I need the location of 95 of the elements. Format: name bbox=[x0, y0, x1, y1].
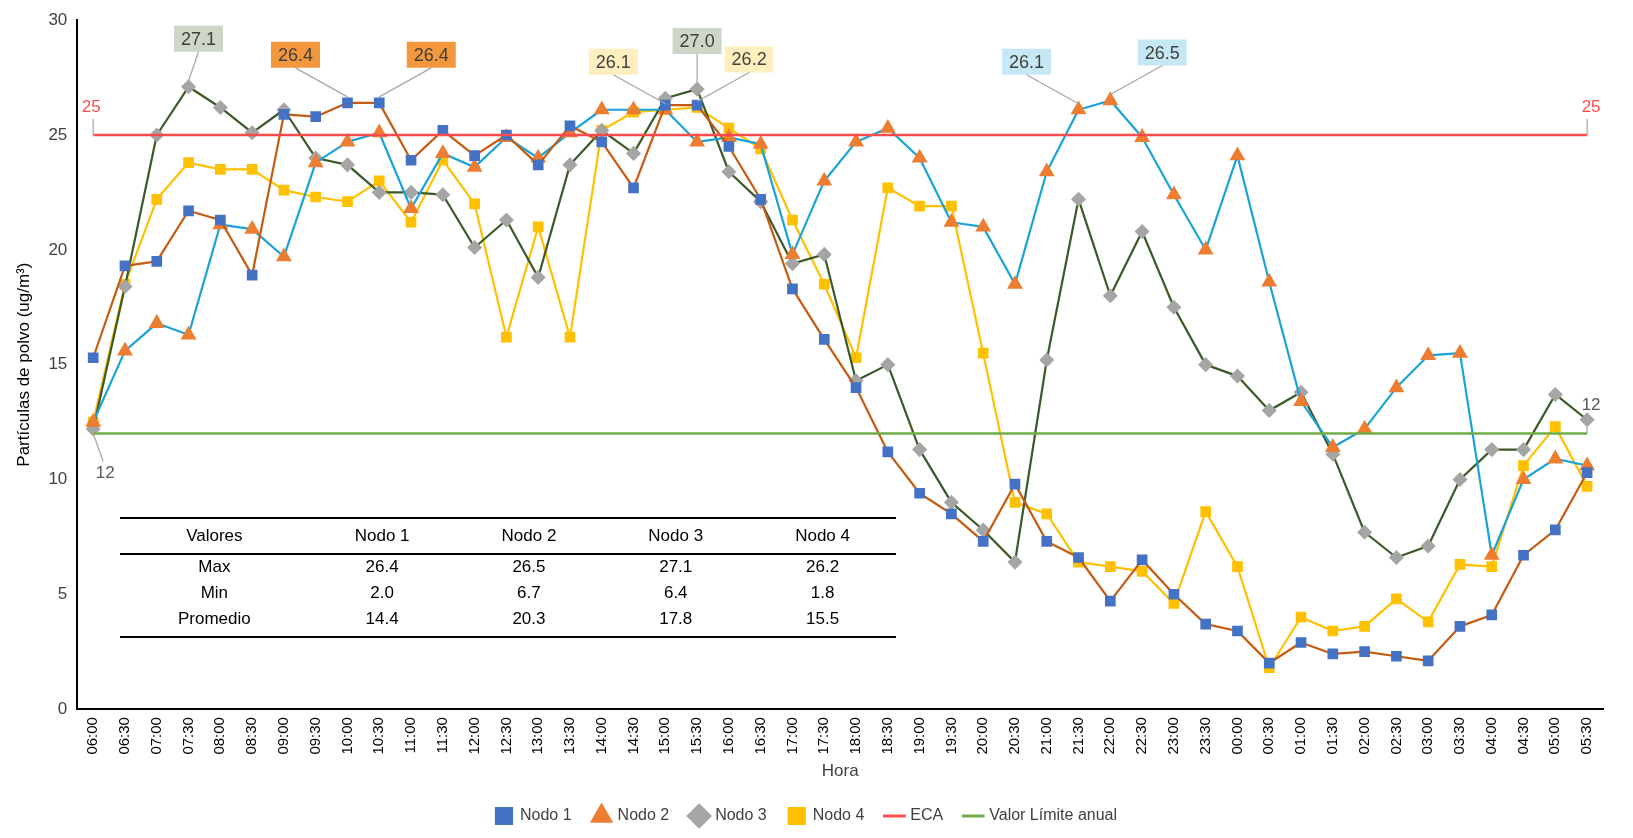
x-tick-label: 08:00 bbox=[210, 717, 228, 755]
x-tick-label: 09:30 bbox=[305, 717, 323, 755]
x-axis-title: Hora bbox=[821, 761, 860, 781]
legend-label: Nodo 2 bbox=[617, 806, 670, 824]
annotation: Nodo 4 bbox=[794, 525, 851, 547]
x-tick-label: 11:00 bbox=[401, 717, 419, 754]
data-label: 26.4 bbox=[413, 44, 449, 65]
annotation: Max bbox=[197, 556, 232, 578]
x-tick-label: 04:30 bbox=[1513, 717, 1531, 755]
annotation: 1.8 bbox=[809, 582, 836, 604]
legend-label: Valor Límite anual bbox=[989, 806, 1118, 824]
x-tick-label: 13:00 bbox=[528, 717, 546, 755]
y-tick-label: 25 bbox=[48, 124, 68, 144]
x-tick-label: 23:00 bbox=[1164, 717, 1182, 755]
annotation: 17.8 bbox=[658, 608, 694, 630]
x-tick-label: 14:00 bbox=[591, 717, 609, 755]
x-tick-label: 20:30 bbox=[1005, 717, 1023, 755]
annotation: Min bbox=[199, 582, 230, 604]
legend-label: ECA bbox=[910, 806, 944, 824]
x-tick-label: 21:00 bbox=[1036, 717, 1054, 755]
annotation: Nodo 3 bbox=[647, 525, 705, 547]
legend-label: Nodo 1 bbox=[519, 806, 572, 824]
x-tick-label: 01:00 bbox=[1291, 717, 1309, 755]
x-tick-label: 08:30 bbox=[242, 717, 260, 755]
annotation: 25 bbox=[1581, 96, 1601, 116]
x-tick-label: 02:30 bbox=[1386, 717, 1404, 755]
y-tick-label: 5 bbox=[57, 583, 68, 603]
annotation: 27.1 bbox=[658, 556, 694, 578]
data-label: 26.1 bbox=[1009, 51, 1045, 72]
x-tick-label: 12:30 bbox=[496, 717, 514, 755]
y-axis-title: Partículas de polvo (ug/m³) bbox=[13, 262, 33, 467]
x-tick-label: 22:30 bbox=[1132, 717, 1150, 755]
legend-label: Nodo 4 bbox=[812, 806, 865, 824]
x-tick-label: 02:00 bbox=[1354, 717, 1372, 755]
x-tick-label: 10:00 bbox=[337, 717, 355, 755]
annotation: Nodo 2 bbox=[500, 525, 558, 547]
y-tick-label: 20 bbox=[48, 239, 68, 259]
y-tick-label: 30 bbox=[48, 9, 68, 29]
x-tick-label: 06:00 bbox=[83, 717, 101, 755]
x-tick-label: 20:00 bbox=[973, 717, 991, 755]
x-tick-label: 19:30 bbox=[941, 717, 959, 755]
data-label: 26.4 bbox=[277, 44, 314, 65]
x-tick-label: 18:00 bbox=[846, 717, 864, 755]
annotation: 25 bbox=[81, 96, 101, 116]
annotation: Valores bbox=[185, 525, 244, 547]
x-tick-label: 18:30 bbox=[877, 717, 895, 755]
data-label: 26.1 bbox=[595, 51, 631, 72]
y-tick-label: 0 bbox=[57, 698, 68, 718]
x-tick-label: 12:00 bbox=[464, 717, 482, 755]
x-tick-label: 09:00 bbox=[274, 717, 292, 755]
annotation: 20.3 bbox=[511, 608, 547, 630]
x-tick-label: 19:00 bbox=[909, 717, 927, 755]
legend-label: Nodo 3 bbox=[715, 806, 767, 824]
x-tick-label: 07:00 bbox=[146, 717, 164, 755]
x-tick-label: 15:30 bbox=[687, 717, 705, 755]
x-tick-label: 04:00 bbox=[1481, 717, 1499, 755]
annotation: 26.5 bbox=[511, 556, 547, 578]
x-tick-label: 15:00 bbox=[655, 717, 673, 755]
x-tick-label: 13:30 bbox=[560, 717, 578, 755]
data-label: 27.1 bbox=[181, 28, 217, 49]
x-tick-label: 03:30 bbox=[1450, 717, 1468, 755]
data-label: 26.2 bbox=[731, 49, 767, 70]
annotation: 6.4 bbox=[662, 582, 689, 604]
x-tick-label: 00:30 bbox=[1259, 717, 1277, 755]
x-tick-label: 21:30 bbox=[1068, 717, 1086, 755]
x-tick-label: 07:30 bbox=[178, 717, 196, 755]
x-tick-label: 17:30 bbox=[814, 717, 832, 755]
annotation: 6.7 bbox=[516, 582, 542, 604]
data-label: 27.0 bbox=[679, 31, 715, 52]
annotation: 15.5 bbox=[805, 608, 841, 630]
annotation: 12 bbox=[95, 463, 115, 483]
x-tick-label: 00:00 bbox=[1227, 717, 1245, 755]
annotation: 26.2 bbox=[805, 556, 841, 578]
x-tick-label: 16:00 bbox=[719, 717, 737, 755]
data-label: 26.5 bbox=[1144, 42, 1180, 63]
annotation: 12 bbox=[1581, 395, 1601, 415]
x-tick-label: 06:30 bbox=[115, 717, 133, 755]
annotation: 2.0 bbox=[369, 582, 395, 604]
y-tick-label: 15 bbox=[48, 354, 68, 374]
annotation: 26.4 bbox=[364, 556, 400, 578]
x-tick-label: 14:30 bbox=[623, 717, 641, 755]
x-tick-label: 11:30 bbox=[432, 717, 450, 754]
annotation: Promedio bbox=[176, 608, 252, 630]
x-tick-label: 23:30 bbox=[1195, 717, 1213, 755]
x-tick-label: 22:00 bbox=[1100, 717, 1118, 755]
x-tick-label: 03:00 bbox=[1418, 717, 1436, 755]
x-tick-label: 16:30 bbox=[750, 717, 768, 755]
x-tick-label: 10:30 bbox=[369, 717, 387, 755]
annotation: Nodo 1 bbox=[353, 525, 411, 547]
annotation: 14.4 bbox=[364, 608, 400, 630]
x-tick-label: 01:30 bbox=[1322, 717, 1340, 755]
y-tick-label: 10 bbox=[48, 469, 68, 489]
x-tick-label: 17:00 bbox=[782, 717, 800, 755]
x-tick-label: 05:30 bbox=[1577, 717, 1595, 755]
x-tick-label: 05:00 bbox=[1545, 717, 1563, 755]
